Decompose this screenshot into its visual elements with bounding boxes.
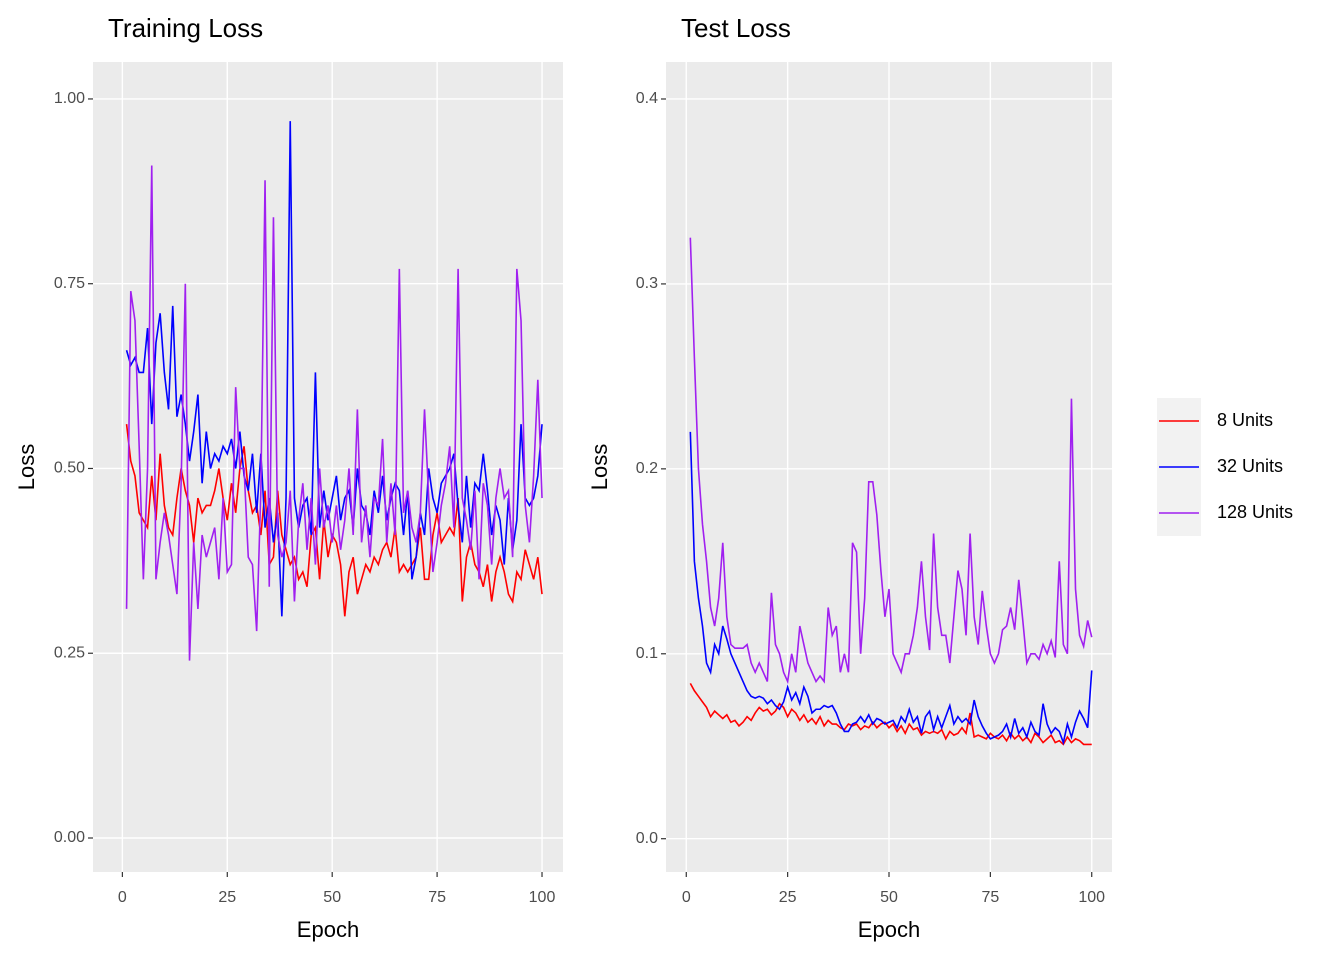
x-tick-label: 50 <box>880 889 898 906</box>
chart-title: Training Loss <box>108 13 263 43</box>
y-tick-label: 0.75 <box>54 275 85 292</box>
y-axis-label: Loss <box>14 444 39 490</box>
y-tick-label: 0.00 <box>54 829 85 846</box>
panel-background <box>93 62 563 872</box>
y-tick-label: 0.25 <box>54 644 85 661</box>
x-tick-label: 100 <box>1078 889 1105 906</box>
loss-line <box>125 165 543 661</box>
x-tick-label: 50 <box>323 889 341 906</box>
y-tick-label: 0.50 <box>54 460 85 477</box>
x-tick-label: 25 <box>779 889 797 906</box>
legend-label: 128 Units <box>1217 502 1293 522</box>
x-tick-label: 100 <box>529 889 556 906</box>
y-tick-label: 0.3 <box>636 275 658 292</box>
loss-line <box>689 431 1093 746</box>
x-axis-label: Epoch <box>858 917 920 942</box>
x-tick-label: 0 <box>682 889 691 906</box>
y-axis-label: Loss <box>587 444 612 490</box>
loss-line <box>689 682 1092 746</box>
legend-label: 8 Units <box>1217 410 1273 430</box>
x-tick-label: 0 <box>118 889 127 906</box>
loss-line <box>689 237 1093 685</box>
x-tick-label: 25 <box>218 889 236 906</box>
y-tick-label: 1.00 <box>54 90 85 107</box>
loss-line <box>125 424 543 617</box>
y-tick-label: 0.0 <box>636 830 658 847</box>
legend-label: 32 Units <box>1217 456 1283 476</box>
x-tick-label: 75 <box>428 889 446 906</box>
loss-line <box>125 121 543 617</box>
y-tick-label: 0.2 <box>636 460 658 477</box>
x-axis-label: Epoch <box>297 917 359 942</box>
y-tick-label: 0.1 <box>636 645 658 662</box>
chart-title: Test Loss <box>681 13 791 43</box>
x-tick-label: 75 <box>981 889 999 906</box>
y-tick-label: 0.4 <box>636 90 658 107</box>
